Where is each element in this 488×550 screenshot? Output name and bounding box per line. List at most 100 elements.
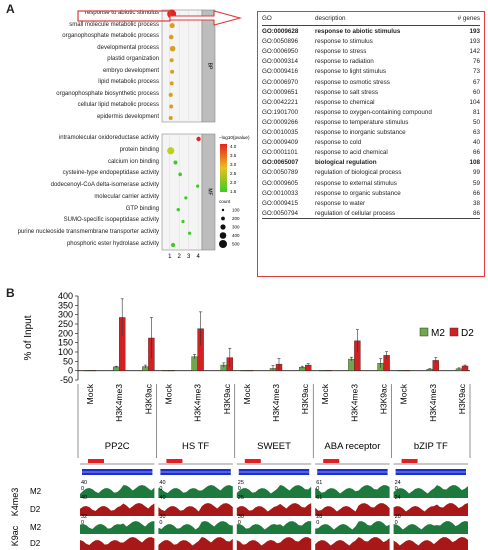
table-row: GO:0009314 response to radiation 76 bbox=[262, 57, 480, 67]
mf-bubble bbox=[170, 242, 176, 248]
track-scale-label: 40 bbox=[81, 480, 87, 486]
panel-a-label: A bbox=[6, 2, 15, 16]
table-row: GO:0001101 response to acid chemical 66 bbox=[262, 148, 480, 158]
cell-gene-count: 73 bbox=[472, 68, 480, 76]
category-tick-label: H3K9ac bbox=[379, 383, 389, 414]
track-scale-label: 0 bbox=[159, 520, 162, 526]
size-legend-tick: 100 bbox=[232, 208, 240, 213]
track-scale-label: 61 bbox=[316, 495, 322, 501]
legend-title: −log10(pvalue) bbox=[219, 135, 250, 140]
header-divider bbox=[262, 25, 480, 26]
bar bbox=[162, 370, 169, 372]
group-label: bZIP TF bbox=[414, 441, 448, 452]
bp-strip-label: BP bbox=[207, 63, 213, 70]
track-scale-label: 25 bbox=[238, 480, 244, 486]
coverage-track bbox=[236, 521, 312, 534]
category-tick-label: Mock bbox=[85, 383, 95, 404]
cell-gene-count: 104 bbox=[469, 98, 480, 106]
cell-gene-count: 99 bbox=[472, 169, 480, 177]
cell-gene-count: 60 bbox=[472, 88, 480, 96]
bp-term-label: organophosphate metabolic process bbox=[62, 33, 159, 40]
table-row: GO:0006970 response to osmotic stress 67 bbox=[262, 78, 480, 88]
coverage-track bbox=[393, 503, 468, 516]
cell-go-id: GO:1901700 bbox=[262, 108, 299, 116]
color-legend-bar bbox=[220, 144, 227, 192]
bp-bubble bbox=[170, 69, 175, 74]
y-tick-label: 50 bbox=[63, 356, 73, 366]
category-tick-label: H3K9ac bbox=[300, 383, 310, 414]
track-row-label: D2 bbox=[30, 539, 41, 548]
cell-go-id: GO:0010035 bbox=[262, 129, 299, 136]
mf-term-label: cysteine-type endopeptidase activity bbox=[62, 170, 159, 177]
track-scale-label: 0 bbox=[238, 486, 241, 492]
bar bbox=[403, 370, 410, 372]
coverage-track bbox=[158, 503, 233, 516]
category-tick-label: H3K4me3 bbox=[428, 384, 438, 422]
cell-description: response to light stimulus bbox=[315, 68, 387, 76]
mf-bubble bbox=[178, 172, 182, 177]
y-tick-label: 250 bbox=[58, 319, 73, 329]
table-row: GO:0009266 response to temperature stimul… bbox=[262, 118, 480, 128]
mf-term-label: molecular carrier activity bbox=[94, 193, 159, 200]
mf-term-label: purine nucleoside transmembrane transpor… bbox=[17, 229, 159, 236]
track-scale-label: 24 bbox=[395, 495, 401, 501]
bubble-plot: response to abiotic stimulus small molecu… bbox=[0, 0, 256, 285]
mf-bubble bbox=[188, 231, 192, 235]
cell-description: response to inorganic substance bbox=[315, 129, 406, 136]
table-row: GO:0050896 response to stimulus 193 bbox=[262, 37, 480, 47]
category-tick-label: H3K9ac bbox=[457, 383, 467, 414]
track-scale-label: 30 bbox=[238, 514, 244, 520]
track-row-label: D2 bbox=[30, 505, 41, 514]
coverage-track bbox=[236, 503, 312, 516]
bp-bubble bbox=[168, 34, 174, 40]
y-tick-label: 400 bbox=[58, 291, 73, 301]
cell-go-id: GO:0009605 bbox=[262, 179, 299, 187]
cell-description: response to external stimulus bbox=[315, 179, 397, 187]
category-tick-label: Mock bbox=[320, 383, 330, 404]
cell-description: response to abiotic stimulus bbox=[315, 28, 401, 35]
coverage-track bbox=[158, 537, 233, 550]
cell-description: response to salt stress bbox=[315, 88, 378, 96]
coverage-track bbox=[393, 521, 468, 534]
panel-b-label: B bbox=[6, 286, 15, 300]
cell-description: response to water bbox=[315, 199, 366, 207]
bp-term-label: developmental process bbox=[97, 44, 159, 51]
size-legend-dot bbox=[221, 208, 225, 212]
bar bbox=[240, 370, 248, 372]
bp-term-label: small molecule metabolic process bbox=[69, 21, 159, 28]
size-legend-dot bbox=[219, 232, 227, 239]
track-scale-label: 0 bbox=[395, 520, 398, 526]
cell-go-id: GO:0009415 bbox=[262, 199, 299, 207]
bp-bubble bbox=[169, 45, 176, 52]
cell-go-id: GO:0009416 bbox=[262, 68, 299, 76]
table-row: GO:0009628 response to abiotic stimulus 19… bbox=[262, 27, 480, 37]
track-scale-label: 40 bbox=[159, 495, 165, 501]
cell-go-id: GO:0009409 bbox=[262, 139, 299, 147]
cell-description: response to organic substance bbox=[315, 189, 401, 197]
mf-bubble bbox=[176, 207, 180, 212]
y-axis-label: % of Input bbox=[23, 315, 34, 360]
header-description: description bbox=[315, 15, 346, 22]
cell-go-id: GO:0001101 bbox=[262, 149, 298, 157]
bar bbox=[246, 370, 254, 372]
y-tick-label: 150 bbox=[58, 338, 73, 348]
coverage-track bbox=[236, 485, 312, 498]
table-row: GO:0009605 response to external stimulus 5… bbox=[262, 179, 480, 189]
category-tick-label: H3K4me3 bbox=[193, 384, 203, 422]
table-row: GO:0009651 response to salt stress 60 bbox=[262, 88, 480, 98]
category-tick-label: Mock bbox=[163, 383, 173, 404]
track-scale-label: 0 bbox=[159, 486, 162, 492]
cell-description: response to radiation bbox=[315, 58, 374, 66]
cell-go-id: GO:0009651 bbox=[262, 88, 299, 96]
coverage-track bbox=[80, 521, 155, 534]
category-tick-label: H3K9ac bbox=[222, 383, 232, 414]
size-legend-tick: 400 bbox=[232, 233, 240, 238]
mf-panel-frame bbox=[161, 133, 203, 251]
track-scale-label: 40 bbox=[159, 480, 165, 486]
cell-go-id: GO:0009266 bbox=[262, 118, 299, 126]
x-tick-label: 3 bbox=[187, 254, 191, 260]
cell-description: response to oxygen-containing compound bbox=[315, 108, 432, 116]
mf-term-label: dodecenoyl-CoA delta-isomerase activity bbox=[50, 182, 159, 189]
coverage-track bbox=[80, 537, 155, 550]
mark-label: K9ac bbox=[10, 525, 20, 546]
